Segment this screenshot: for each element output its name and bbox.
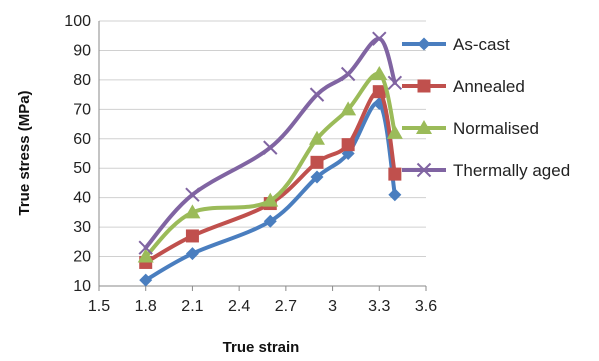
legend-item-thermally-aged: Thermally aged — [402, 161, 570, 180]
data-point-thermally-aged — [185, 187, 200, 202]
data-point-annealed — [372, 85, 386, 99]
data-point-normalised — [386, 124, 403, 139]
data-point-annealed — [341, 138, 355, 152]
marker-stroke — [309, 87, 325, 102]
legend-label: Annealed — [453, 77, 525, 96]
legend-swatch-marker — [416, 162, 432, 178]
legend-swatch-marker — [417, 37, 431, 51]
x-tick-label: 3.6 — [415, 298, 437, 315]
marker-stroke — [185, 187, 200, 202]
data-point-as-cast — [388, 188, 402, 202]
marker-stroke — [340, 66, 356, 82]
data-point-thermally-aged — [138, 240, 153, 255]
series-as-cast — [139, 96, 402, 287]
legend: As-cast Annealed Normalised Thermally aged — [402, 35, 570, 180]
legend-item-annealed: Annealed — [402, 77, 525, 96]
marker-stroke — [387, 75, 403, 91]
marker-stroke — [416, 162, 432, 178]
y-tick-label: 30 — [73, 219, 91, 236]
marker-stroke — [372, 31, 387, 46]
marker-stroke — [263, 140, 278, 155]
series-normalised — [137, 66, 403, 263]
data-point-annealed — [310, 155, 324, 169]
data-point-as-cast — [185, 247, 199, 261]
x-axis-title: True strain — [223, 339, 300, 356]
x-tick-label: 2.4 — [228, 298, 250, 315]
data-point-as-cast — [263, 214, 277, 228]
data-point-normalised — [340, 101, 357, 116]
data-point-normalised — [371, 66, 388, 80]
legend-swatch-marker — [417, 79, 431, 93]
y-tick-label: 70 — [73, 101, 91, 118]
data-point-normalised — [184, 204, 201, 219]
y-tick-label: 40 — [73, 190, 91, 207]
y-tick-label: 80 — [73, 72, 91, 89]
x-tick-label: 2.7 — [275, 298, 297, 315]
data-point-as-cast — [310, 170, 324, 184]
tick-layer: 10 20 30 40 50 60 70 80 90 100 1.5 1.8 2.1 2.4 2.7 3 3.3… — [64, 13, 437, 315]
data-point-normalised — [137, 248, 154, 263]
axis-layer — [98, 21, 427, 291]
data-point-as-cast — [139, 273, 153, 287]
y-tick-label: 100 — [64, 13, 91, 30]
series-layer — [137, 31, 403, 287]
legend-label: Thermally aged — [453, 161, 570, 180]
data-point-thermally-aged — [387, 75, 403, 91]
x-tick-label: 1.8 — [135, 298, 157, 315]
data-point-thermally-aged — [309, 87, 325, 102]
legend-item-normalised: Normalised — [402, 119, 539, 138]
x-tick-label: 3 — [328, 298, 337, 315]
legend-item-as-cast: As-cast — [402, 35, 510, 54]
data-point-thermally-aged — [372, 31, 387, 46]
x-tick-label: 2.1 — [181, 298, 203, 315]
series-thermally-aged — [138, 31, 403, 255]
marker-stroke — [138, 240, 153, 255]
y-tick-label: 60 — [73, 131, 91, 148]
y-axis-title: True stress (MPa) — [16, 90, 33, 215]
data-point-annealed — [388, 167, 402, 181]
y-tick-label: 20 — [73, 249, 91, 266]
series-line-normalised — [143, 71, 397, 259]
legend-label: As-cast — [453, 35, 510, 54]
x-tick-label: 1.5 — [88, 298, 110, 315]
data-point-thermally-aged — [263, 140, 278, 155]
legend-label: Normalised — [453, 119, 539, 138]
y-tick-label: 90 — [73, 42, 91, 59]
data-point-thermally-aged — [340, 66, 356, 82]
data-point-normalised — [309, 130, 325, 145]
data-point-annealed — [185, 229, 199, 243]
x-tick-label: 3.3 — [368, 298, 390, 315]
y-tick-label: 50 — [73, 160, 91, 177]
series-line-annealed — [143, 89, 397, 265]
series-annealed — [139, 85, 402, 269]
data-point-normalised — [262, 192, 279, 207]
legend-swatch-marker — [416, 120, 432, 134]
y-tick-label: 10 — [73, 278, 91, 295]
